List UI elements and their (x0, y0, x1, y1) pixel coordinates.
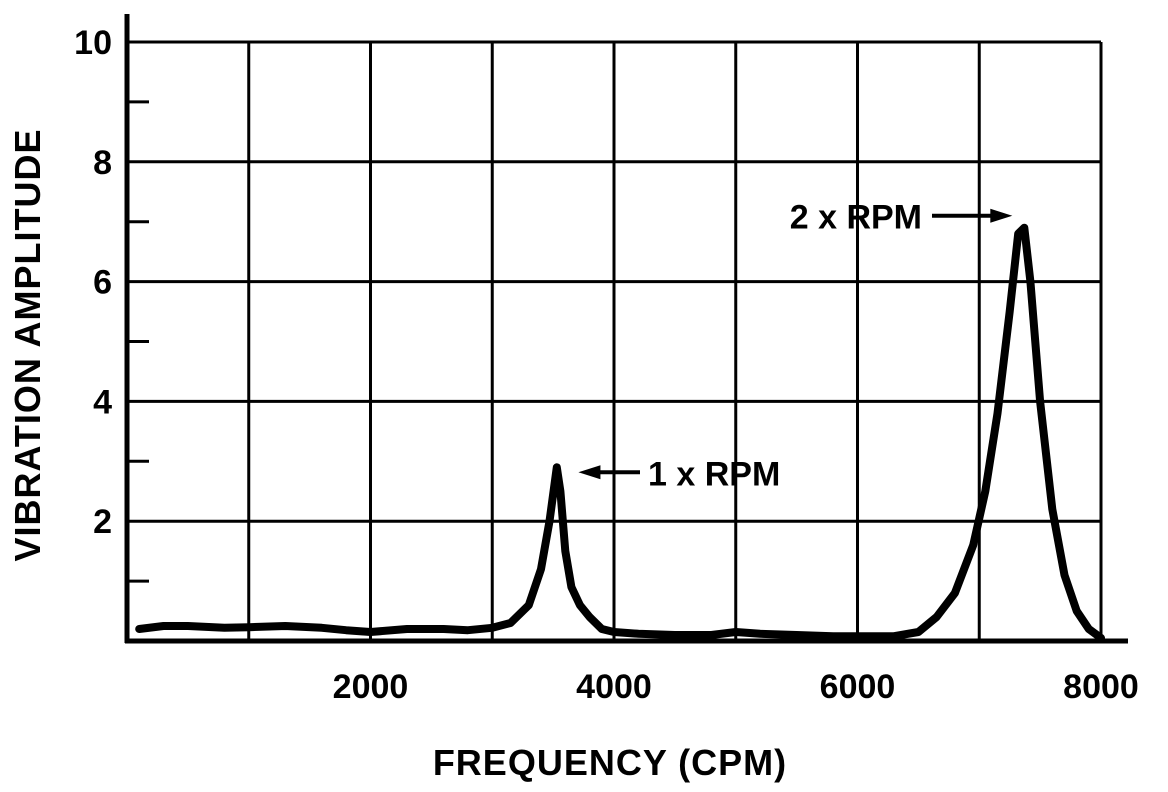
annotation-label: 2 x RPM (790, 199, 922, 237)
series (135, 223, 1105, 642)
y-tick-label: 10 (74, 24, 112, 62)
x-tick-label: 2000 (333, 668, 409, 706)
annotation: 1 x RPM (578, 455, 780, 493)
x-tick-label: 8000 (1063, 668, 1139, 706)
annotations: 1 x RPM 2 x RPM (578, 199, 1013, 493)
annotation-arrowhead (990, 208, 1013, 223)
series-line (135, 223, 1105, 642)
annotation: 2 x RPM (790, 199, 1013, 237)
tick-labels: 2000 4000 6000 8000 2 4 6 8 10 (74, 24, 1139, 706)
x-axis-title: FREQUENCY (CPM) (433, 742, 787, 783)
annotation-label: 1 x RPM (648, 455, 780, 493)
annotation-arrowhead (578, 465, 601, 480)
y-tick-label: 4 (93, 383, 112, 421)
y-tick-label: 8 (93, 144, 112, 182)
y-axis-title: VIBRATION AMPLITUDE (7, 129, 48, 562)
axes (124, 14, 1128, 644)
y-tick-label: 6 (93, 264, 112, 302)
grid (127, 40, 1103, 641)
y-tick-label: 2 (93, 503, 112, 541)
x-tick-label: 6000 (820, 668, 896, 706)
x-tick-label: 4000 (576, 668, 652, 706)
